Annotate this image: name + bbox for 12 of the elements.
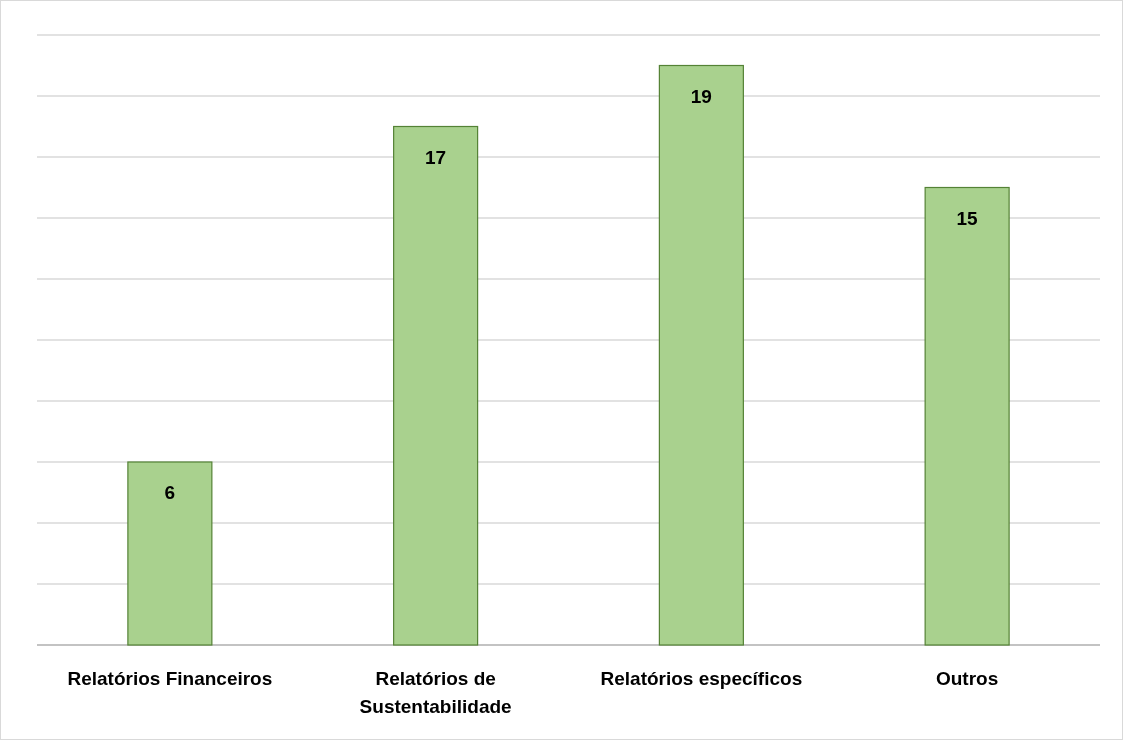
data-label: 17 bbox=[425, 146, 447, 168]
x-tick-label: Relatórios específicos bbox=[600, 668, 803, 689]
data-label: 6 bbox=[164, 482, 176, 503]
bar bbox=[658, 64, 744, 646]
data-label: 15 bbox=[956, 207, 979, 229]
data-label: 19 bbox=[690, 85, 712, 107]
x-tick-label: Relatórios de Sustentabilidade bbox=[359, 668, 512, 717]
bar bbox=[127, 461, 213, 646]
bar bbox=[393, 125, 479, 646]
x-tick-label: Relatórios Financeiros bbox=[67, 668, 273, 689]
bar bbox=[924, 186, 1010, 646]
x-tick-label: Outros bbox=[935, 668, 999, 689]
